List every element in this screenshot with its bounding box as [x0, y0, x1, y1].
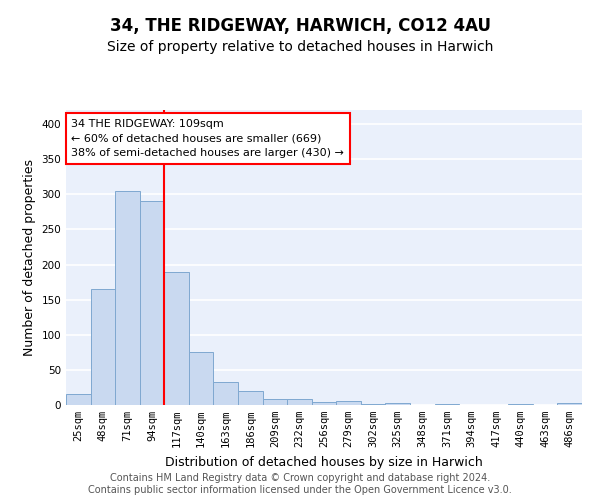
- Bar: [508, 404, 533, 405]
- Bar: [336, 402, 361, 405]
- Bar: [115, 191, 140, 405]
- Bar: [434, 404, 459, 405]
- X-axis label: Distribution of detached houses by size in Harwich: Distribution of detached houses by size …: [165, 456, 483, 468]
- Bar: [140, 202, 164, 405]
- Bar: [557, 403, 582, 405]
- Bar: [164, 272, 189, 405]
- Text: Size of property relative to detached houses in Harwich: Size of property relative to detached ho…: [107, 40, 493, 54]
- Bar: [263, 398, 287, 405]
- Y-axis label: Number of detached properties: Number of detached properties: [23, 159, 36, 356]
- Bar: [287, 400, 312, 405]
- Bar: [361, 404, 385, 405]
- Bar: [238, 391, 263, 405]
- Bar: [189, 352, 214, 405]
- Bar: [312, 402, 336, 405]
- Bar: [214, 382, 238, 405]
- Text: Contains HM Land Registry data © Crown copyright and database right 2024.
Contai: Contains HM Land Registry data © Crown c…: [88, 474, 512, 495]
- Bar: [91, 289, 115, 405]
- Bar: [66, 394, 91, 405]
- Bar: [385, 403, 410, 405]
- Text: 34, THE RIDGEWAY, HARWICH, CO12 4AU: 34, THE RIDGEWAY, HARWICH, CO12 4AU: [110, 18, 491, 36]
- Text: 34 THE RIDGEWAY: 109sqm
← 60% of detached houses are smaller (669)
38% of semi-d: 34 THE RIDGEWAY: 109sqm ← 60% of detache…: [71, 119, 344, 158]
